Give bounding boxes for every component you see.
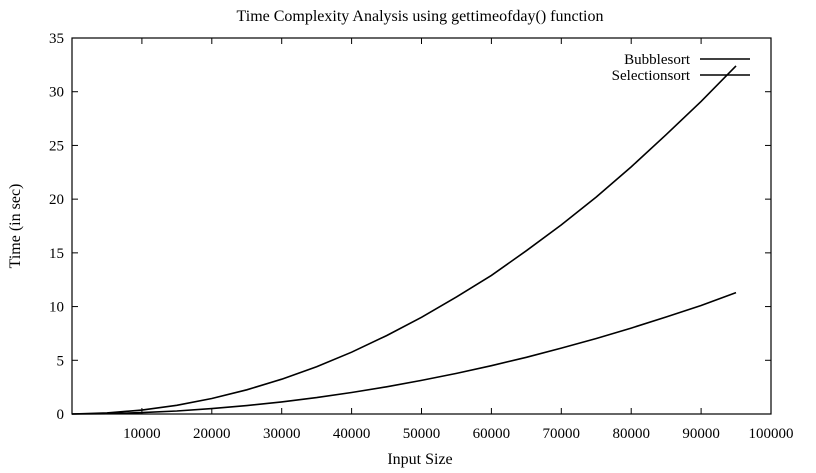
- x-tick-label: 70000: [543, 426, 581, 442]
- y-tick-label: 5: [57, 353, 65, 369]
- x-tick-label: 20000: [193, 426, 231, 442]
- chart-title: Time Complexity Analysis using gettimeof…: [237, 8, 604, 25]
- x-tick-label: 10000: [123, 426, 161, 442]
- x-tick-label: 60000: [473, 426, 511, 442]
- series-line-bubblesort: [71, 65, 737, 415]
- y-tick-label: 30: [49, 85, 64, 101]
- y-tick-label: 20: [49, 192, 64, 208]
- y-tick-label: 15: [49, 246, 64, 262]
- x-tick-label: 50000: [403, 426, 441, 442]
- y-axis-label: Time (in sec): [7, 184, 24, 269]
- legend-label: Selectionsort: [612, 68, 691, 84]
- x-tick-label: 100000: [749, 426, 794, 442]
- x-tick-label: 80000: [612, 426, 650, 442]
- y-tick-label: 10: [49, 300, 64, 316]
- x-tick-label: 30000: [263, 426, 301, 442]
- y-tick-label: 35: [49, 31, 64, 47]
- series-line-selectionsort: [71, 291, 737, 415]
- y-tick-label: 25: [49, 138, 64, 154]
- x-tick-label: 90000: [682, 426, 720, 442]
- x-tick-label: 40000: [333, 426, 371, 442]
- legend-label: Bubblesort: [624, 52, 691, 68]
- series-group: [71, 65, 737, 415]
- y-tick-label: 0: [57, 407, 65, 423]
- tick-group: 0 5 10 15 20 25 30 35 10000 20000 30000 40000 50000 6…: [49, 31, 794, 442]
- plot-frame: [71, 37, 772, 415]
- x-axis-label: Input Size: [387, 451, 452, 468]
